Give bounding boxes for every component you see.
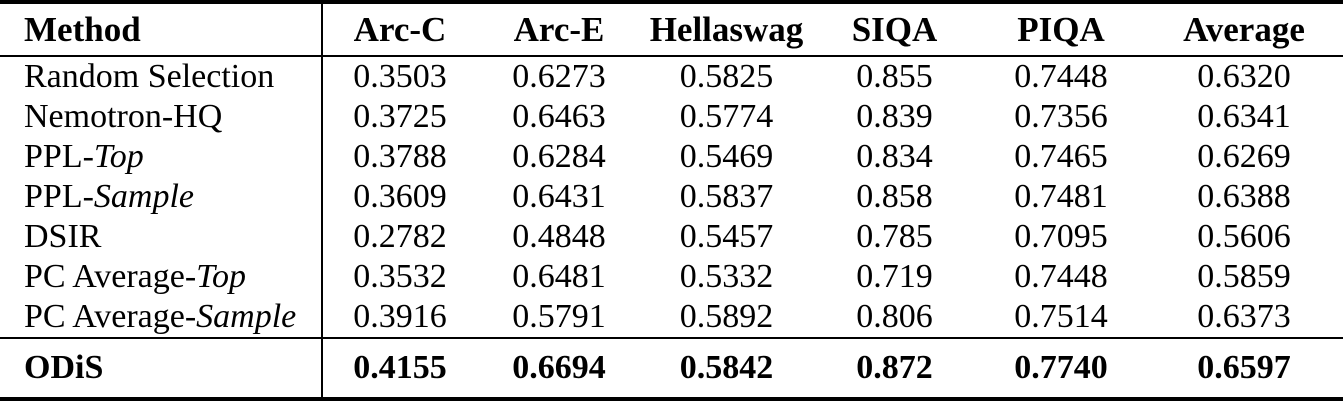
value-cell: 0.5332 [679,258,774,295]
table-row: DSIR 0.2782 0.4848 0.5457 0.785 0.7095 0… [0,217,1343,257]
value-cell: 0.6481 [512,258,606,295]
method-name-italic: Top [93,138,144,175]
value-cell: 0.7481 [1014,178,1108,215]
value-cell: 0.872 [856,349,933,386]
value-cell: 0.3503 [321,56,477,97]
table-row-odis: ODiS 0.4155 0.6694 0.5842 0.872 0.7740 0… [0,338,1343,399]
value-cell: 0.7465 [1014,138,1108,175]
method-name: Random Selection [24,58,275,95]
method-cell: Nemotron-HQ [0,97,322,137]
value-cell: 0.6273 [512,58,606,95]
value-cell: 0.7448 [1014,58,1108,95]
value-cell: 0.6388 [1197,178,1291,215]
value-cell: 0.5469 [679,138,774,175]
value-cell: 0.834 [856,138,933,175]
column-header-arc-e: Arc-E [513,10,605,49]
value-cell: 0.719 [856,258,933,295]
method-name: PC Average- [24,258,197,295]
method-name: Nemotron-HQ [24,98,223,135]
method-cell: DSIR [0,217,322,257]
method-cell: PPL-Sample [0,177,322,217]
table-row: PPL-Sample 0.3609 0.6431 0.5837 0.858 0.… [0,177,1343,217]
value-cell: 0.7095 [1014,218,1108,255]
column-header-siqa: SIQA [851,10,938,49]
value-cell: 0.6269 [1197,138,1291,175]
value-cell: 0.5606 [1197,218,1291,255]
value-cell: 0.855 [856,58,933,95]
column-header-hellaswag: Hellaswag [649,10,804,49]
value-cell: 0.5842 [679,349,774,386]
method-name: ODiS [24,349,104,386]
table-row: PC Average-Top 0.3532 0.6481 0.5332 0.71… [0,257,1343,297]
column-header-piqa: PIQA [1017,10,1105,49]
method-name: PPL- [24,138,94,175]
value-cell: 0.858 [856,178,933,215]
value-cell: 0.2782 [321,217,477,257]
value-cell: 0.839 [856,98,933,135]
value-cell: 0.7740 [1014,349,1108,386]
value-cell: 0.785 [856,218,933,255]
value-cell: 0.6320 [1197,58,1291,95]
value-cell: 0.806 [856,298,933,335]
value-cell: 0.3916 [321,297,477,338]
value-cell: 0.6284 [512,138,606,175]
value-cell: 0.6373 [1197,298,1291,335]
table-row: PC Average-Sample 0.3916 0.5791 0.5892 0… [0,297,1343,338]
value-cell: 0.5457 [679,218,774,255]
method-name: PPL- [24,178,94,215]
value-cell: 0.5825 [679,58,774,95]
method-name-italic: Sample [93,178,195,215]
column-header-average: Average [1183,10,1305,49]
value-cell: 0.6341 [1197,98,1291,135]
value-cell: 0.5892 [679,298,774,335]
table-row: Random Selection 0.3503 0.6273 0.5825 0.… [0,56,1343,97]
value-cell: 0.6597 [1197,349,1291,386]
method-cell: PC Average-Top [0,257,322,297]
method-cell: ODiS [0,338,322,399]
table-row: PPL-Top 0.3788 0.6284 0.5469 0.834 0.746… [0,137,1343,177]
value-cell: 0.6694 [512,349,606,386]
column-header-arc-c: Arc-C [321,2,477,56]
value-cell: 0.3532 [321,257,477,297]
method-name: DSIR [24,218,102,255]
method-cell: PC Average-Sample [0,297,322,338]
method-cell: Random Selection [0,56,322,97]
method-name: PC Average- [24,298,197,335]
value-cell: 0.6463 [512,98,606,135]
value-cell: 0.4848 [512,218,606,255]
value-cell: 0.3788 [321,137,477,177]
table-row: Nemotron-HQ 0.3725 0.6463 0.5774 0.839 0… [0,97,1343,137]
value-cell: 0.5837 [679,178,774,215]
table-header: Method Arc-C Arc-E Hellaswag SIQA PIQA A… [0,2,1343,56]
value-cell: 0.7356 [1014,98,1108,135]
value-cell: 0.5859 [1197,258,1291,295]
value-cell: 0.5774 [679,98,774,135]
value-cell: 0.7448 [1014,258,1108,295]
value-cell: 0.7514 [1014,298,1108,335]
method-name-italic: Top [196,258,246,295]
table-body: Random Selection 0.3503 0.6273 0.5825 0.… [0,56,1343,399]
value-cell: 0.3725 [321,97,477,137]
method-name-italic: Sample [196,298,297,335]
value-cell: 0.4155 [321,338,477,399]
value-cell: 0.5791 [512,298,606,335]
method-cell: PPL-Top [0,137,322,177]
value-cell: 0.6431 [512,178,606,215]
header-row: Method Arc-C Arc-E Hellaswag SIQA PIQA A… [0,2,1343,56]
column-header-method: Method [24,10,141,49]
value-cell: 0.3609 [321,177,477,217]
